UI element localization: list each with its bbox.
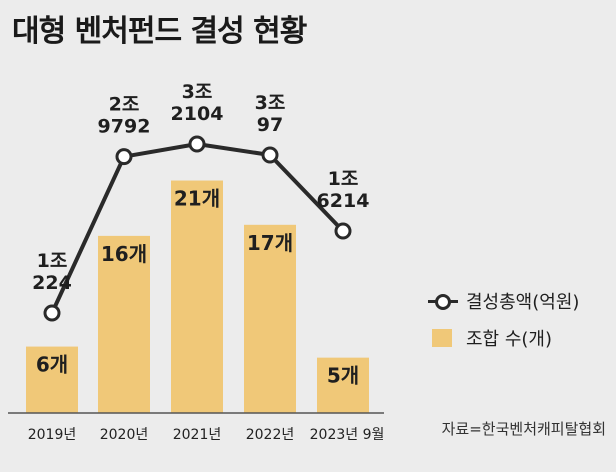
line-point-4 [334,222,352,240]
line-point-0 [43,304,61,322]
bar-4 [317,357,369,413]
line-value-label: 1조 224 [32,250,72,294]
x-tick-label: 2021년 [173,427,222,443]
line-value-label: 3조 2104 [171,81,224,125]
bar-value-label: 6개 [36,353,68,377]
line-value-label: 2조 9792 [98,94,151,138]
x-tick-label: 2022년 [246,427,295,443]
x-tick-label: 2023년 9월 [310,427,385,443]
line-point-3 [261,146,279,164]
bar-2 [171,180,223,413]
x-tick-label: 2020년 [100,427,149,443]
bar-value-label: 16개 [101,242,147,266]
line-point-1 [115,148,133,166]
bar-3 [244,224,296,413]
line-value-label: 3조 97 [255,92,286,136]
bar-1 [98,235,150,413]
legend-line-label: 결성총액(억원) [466,292,580,313]
x-tick-label: 2019년 [28,427,77,443]
bar-value-label: 17개 [247,231,293,255]
line-value-label: 1조 6214 [317,168,370,212]
legend-bar-label: 조합 수(개) [466,329,553,350]
bar-value-label: 5개 [327,364,359,388]
line-marker-icon [428,294,458,310]
line-point-2 [188,135,206,153]
bar-value-label: 21개 [174,187,220,211]
bar-0 [26,346,78,413]
source-note: 자료=한국벤처캐피탈협회 [441,420,606,438]
legend-item-bar: 조합 수(개) [428,325,552,351]
chart-title: 대형 벤처펀드 결성 현황 [12,14,307,49]
bar-swatch-icon [432,329,452,347]
legend-item-line: 결성총액(억원) [428,288,579,314]
